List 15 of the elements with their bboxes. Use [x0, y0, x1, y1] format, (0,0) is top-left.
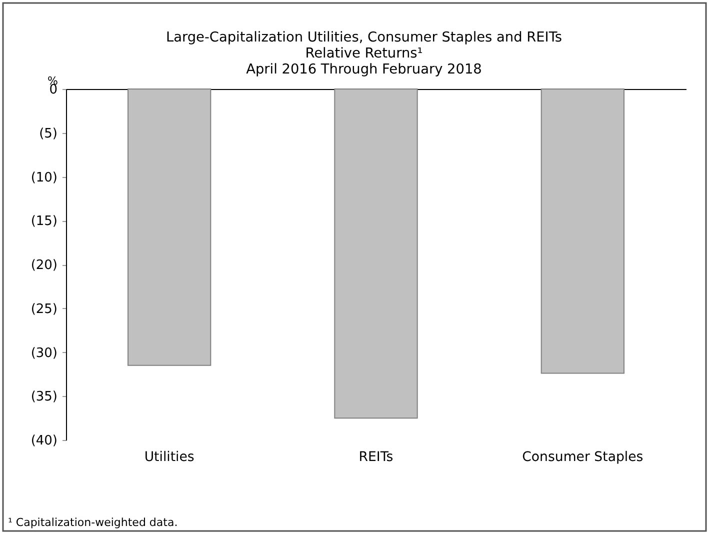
chart-subtitle: Relative Returns¹ April 2016 Through February 2018 — [246, 46, 482, 78]
y-tick-label: (10) — [30, 170, 58, 186]
text: ¹ Capitalization-weighted data. — [8, 516, 178, 529]
chart-title: Large-Capitalization Utilities, Consumer Staples and REITs — [166, 30, 562, 46]
y-tick-label: (15) — [30, 214, 58, 230]
y-tick-label: (30) — [30, 346, 58, 361]
x-tick-label: REITs — [358, 450, 394, 465]
y-tick-label: (40) — [30, 434, 58, 448]
x-tick-label: Utilities — [144, 450, 194, 465]
y-tick-label: 0 — [49, 82, 58, 98]
y-tick-label: (20) — [30, 258, 58, 273]
y-tick-label: (5) — [39, 126, 58, 142]
y-tick-label: (25) — [30, 302, 58, 317]
x-tick-label: Consumer Staples — [522, 450, 644, 465]
y-tick-label: (35) — [30, 390, 58, 405]
